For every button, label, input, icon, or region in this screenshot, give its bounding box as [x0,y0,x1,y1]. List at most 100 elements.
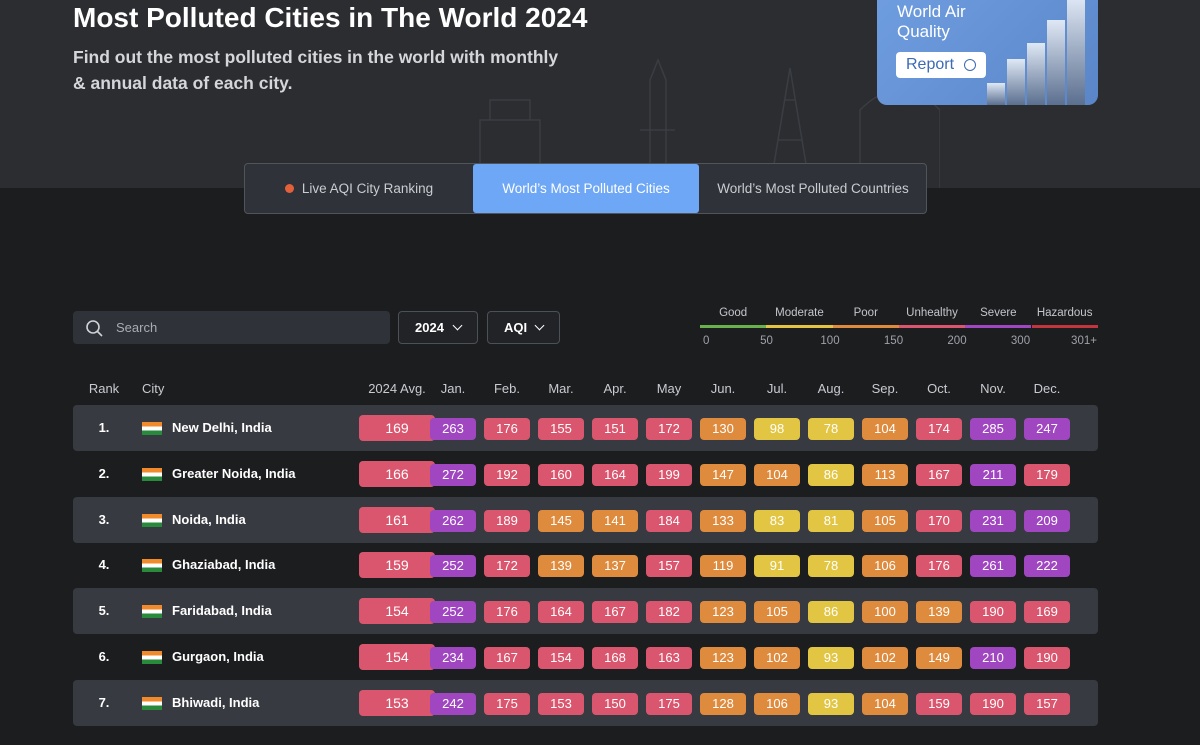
search-input[interactable]: Search [73,311,390,344]
flag-icon [142,467,162,481]
promo-card[interactable]: World Air Quality Report [877,0,1098,105]
monthly-aqi: 231 [970,509,1016,532]
tab[interactable]: World’s Most Polluted Cities [473,164,699,213]
page-subtitle: Find out the most polluted cities in the… [73,47,559,93]
tab-label: Live AQI City Ranking [301,181,434,196]
legend-tick: 300 [1010,335,1031,347]
monthly-aqi: 247 [1024,418,1070,440]
legend-label: Moderate [775,307,824,319]
page-title: Most Polluted Cities in The World 2024 [73,2,588,33]
monthly-aqi: 176 [484,601,530,624]
report-button[interactable]: Report [896,52,986,78]
tab-bar: Live AQI City Ranking World’s Most Pollu… [244,163,927,214]
monthly-aqi: 179 [1024,463,1070,486]
tab[interactable]: World’s Most Polluted Countries [717,181,909,196]
column-header: Apr. [603,381,627,396]
year-dropdown[interactable]: 2024 [398,311,478,344]
legend-color [1031,325,1098,328]
annual-average: 153 [359,689,435,716]
monthly-aqi: 168 [592,647,638,669]
monthly-aqi: 190 [970,601,1016,624]
monthly-aqi: 209 [1024,509,1070,532]
skyline-art [479,57,940,188]
metric-dropdown[interactable]: AQI [487,311,560,344]
search-placeholder: Search [116,320,158,335]
monthly-aqi: 211 [970,463,1016,486]
monthly-aqi: 189 [484,509,530,532]
legend-label: Hazardous [1036,307,1093,319]
monthly-aqi: 119 [700,555,746,578]
column-header: City [142,381,165,396]
monthly-aqi: 145 [538,509,584,532]
legend-color [766,325,833,328]
monthly-aqi: 174 [916,418,962,440]
monthly-aqi: 139 [538,555,584,578]
column-header: Nov. [980,381,1006,396]
tab[interactable]: Live AQI City Ranking [245,164,473,213]
monthly-aqi: 159 [916,692,962,715]
rank: 6. [98,649,110,664]
column-header: Jan. [440,381,466,396]
monthly-aqi: 176 [484,418,530,440]
city-name: Ghaziabad, India [172,557,276,573]
flag-icon [142,605,162,619]
flag-icon [142,559,162,573]
monthly-aqi: 86 [808,601,854,624]
monthly-aqi: 184 [646,509,692,532]
flag-icon [142,696,162,710]
annual-average: 166 [359,460,435,487]
monthly-aqi: 86 [808,463,854,486]
monthly-aqi: 106 [862,555,908,578]
monthly-aqi: 176 [916,555,962,578]
monthly-aqi: 78 [808,418,854,440]
monthly-aqi: 164 [592,463,638,486]
illustration [987,83,1005,105]
monthly-aqi: 285 [970,418,1016,440]
annual-average: 161 [359,506,435,533]
monthly-aqi: 252 [430,601,476,624]
monthly-aqi: 100 [862,601,908,624]
monthly-aqi: 182 [646,601,692,624]
monthly-aqi: 242 [430,692,476,715]
monthly-aqi: 150 [592,692,638,715]
city-name: Noida, India [172,511,246,527]
monthly-aqi: 93 [808,692,854,715]
city-name: Bhiwadi, India [172,694,260,710]
monthly-aqi: 222 [1024,555,1070,578]
rank: 2. [98,465,110,481]
monthly-aqi: 263 [430,418,476,440]
annual-average: 159 [359,552,435,579]
monthly-aqi: 98 [754,418,800,440]
monthly-aqi: 252 [430,555,476,578]
monthly-aqi: 137 [592,555,638,578]
annual-average: 154 [359,598,435,625]
column-header: Feb. [493,381,521,396]
column-header: Mar. [548,381,574,396]
monthly-aqi: 83 [754,509,800,532]
city-name: Greater Noida, India [172,465,296,481]
monthly-aqi: 106 [754,692,800,715]
legend-tick: 0 [703,335,710,347]
monthly-aqi: 272 [430,463,476,486]
annual-average: 169 [359,415,435,441]
legend-color [700,325,767,328]
monthly-aqi: 104 [862,692,908,715]
legend-label: Severe [980,307,1017,319]
rank: 3. [98,511,110,527]
monthly-aqi: 175 [646,692,692,715]
city-name: New Delhi, India [172,420,272,435]
monthly-aqi: 139 [916,601,962,624]
monthly-aqi: 190 [1024,647,1070,669]
monthly-aqi: 155 [538,418,584,440]
monthly-aqi: 104 [862,418,908,440]
monthly-aqi: 157 [1024,692,1070,715]
monthly-aqi: 169 [1024,601,1070,624]
monthly-aqi: 151 [592,418,638,440]
monthly-aqi: 262 [430,509,476,532]
illustration [1067,0,1085,105]
rank: 7. [98,694,110,710]
monthly-aqi: 123 [700,647,746,669]
monthly-aqi: 113 [862,463,908,486]
column-header: May [656,381,682,396]
